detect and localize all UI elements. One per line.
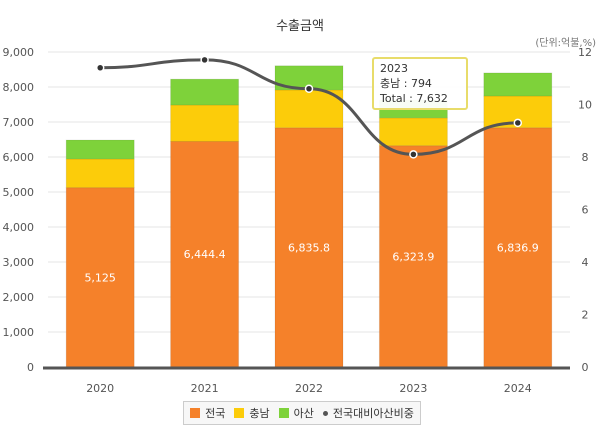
x-tick-label: 2021 [191,382,219,395]
x-tick-label: 2024 [504,382,532,395]
bar-national [483,127,553,368]
y-left-tick-label: 1,000 [3,326,35,339]
legend-item-national[interactable]: 전국 [190,405,225,421]
tooltip-year: 2023 [380,62,408,75]
bar-asan [483,72,553,97]
data-label: 6,835.8 [288,241,330,254]
share-point [513,118,523,128]
y-right-tick-label: 0 [582,361,589,374]
y-right-tick-label: 8 [582,151,589,164]
y-right-tick-label: 12 [578,46,592,59]
y-left-tick-label: 3,000 [3,256,35,269]
legend-item-asan[interactable]: 아산 [278,405,314,421]
y-left-tick-label: 9,000 [3,46,35,59]
y-left-tick-label: 2,000 [3,291,35,304]
share-point [200,55,209,65]
share-line [100,58,518,156]
y-right-tick-label: 4 [582,256,589,269]
x-tick-label: 2022 [295,382,323,395]
y-left-tick-label: 8,000 [3,81,35,94]
data-label: 6,836.9 [497,241,539,254]
y-left-tick-label: 0 [27,361,34,374]
y-left-tick-label: 7,000 [3,116,35,129]
share-point [304,84,314,93]
legend-swatch [234,408,245,418]
tooltip: 2023 충남 : 794 Total : 7,632 [372,57,468,110]
y-right-tick-label: 2 [582,309,589,322]
legend-dot [322,410,328,416]
y-left-tick-label: 6,000 [3,151,35,164]
x-tick-label: 2023 [399,382,427,395]
legend: 전국 충남 아산 전국대비아산비중 [183,401,421,425]
legend-item-chungnam[interactable]: 충남 [234,405,270,421]
bar-national [170,140,240,368]
bar-national [274,127,344,368]
legend-swatch [190,408,201,418]
data-label: 6,323.9 [392,250,434,263]
tooltip-line2: Total : 7,632 [380,92,448,105]
bar-chungnam [378,117,448,147]
y-right-tick-label: 6 [582,204,589,217]
x-tick-label: 2020 [86,382,114,395]
y-right-tick-label: 10 [578,99,592,112]
y-left-tick-label: 5,000 [3,186,35,199]
bar-asan [170,78,240,106]
tooltip-line1: 충남 : 794 [380,77,432,90]
bar-chungnam [65,158,135,189]
legend-item-share[interactable]: 전국대비아산비중 [322,405,414,421]
data-label: 5,125 [84,271,116,284]
bar-national [65,187,135,368]
bar-asan [65,139,135,160]
bar-chungnam [170,104,240,142]
bar-chungnam [274,89,344,129]
share-point [409,150,418,159]
y-left-tick-label: 4,000 [3,221,35,234]
share-point [95,63,105,72]
data-label: 6,444.4 [184,248,226,261]
legend-swatch [278,408,289,418]
unit-label: (단위:억불,%) [535,38,596,49]
chart-title: 수출금액 [276,19,324,34]
